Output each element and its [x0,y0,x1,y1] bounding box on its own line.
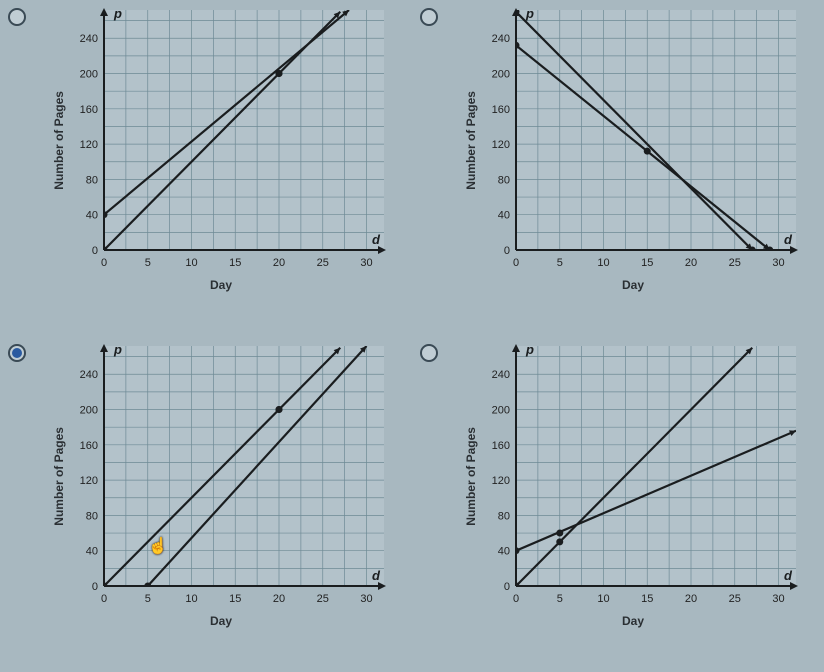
svg-text:10: 10 [185,257,197,269]
svg-text:30: 30 [772,593,784,605]
svg-text:30: 30 [772,257,784,269]
svg-text:30: 30 [360,257,372,269]
chart-wrap-A: Number of Pages p d 0 5 10 15 20 25 30 0 40 80 120 160… [34,4,408,292]
svg-text:160: 160 [80,440,98,452]
x-axis-label: Day [622,614,644,628]
svg-text:25: 25 [729,257,741,269]
chart-A: p d 0 5 10 15 20 25 30 0 40 80 120 160 200 240 [70,4,390,276]
svg-text:200: 200 [492,69,510,81]
svg-text:d: d [784,232,793,247]
svg-text:15: 15 [641,593,653,605]
svg-text:40: 40 [498,546,510,558]
svg-text:p: p [525,6,534,21]
svg-text:120: 120 [80,475,98,487]
radio-B[interactable] [420,8,438,26]
svg-text:p: p [525,342,534,357]
svg-text:240: 240 [80,33,98,45]
svg-text:25: 25 [729,593,741,605]
svg-text:0: 0 [101,593,107,605]
svg-text:120: 120 [492,139,510,151]
chart-C: p d 0 5 10 15 20 25 30 0 40 80 120 160 200 240 [70,340,390,612]
svg-text:20: 20 [685,593,697,605]
svg-text:5: 5 [557,257,563,269]
radio-A[interactable] [8,8,26,26]
y-axis-label: Number of Pages [464,91,478,190]
svg-text:5: 5 [145,593,151,605]
svg-text:40: 40 [86,546,98,558]
x-axis-label: Day [210,278,232,292]
svg-text:80: 80 [498,174,510,186]
y-axis-label: Number of Pages [464,427,478,526]
svg-text:160: 160 [80,104,98,116]
chart-D: p d 0 5 10 15 20 25 30 0 40 80 120 160 200 240 [482,340,802,612]
svg-text:30: 30 [360,593,372,605]
chart-wrap-B: Number of Pages p d 0 5 10 15 20 25 30 0 40 80 120 160… [446,4,820,292]
svg-text:120: 120 [492,475,510,487]
svg-text:20: 20 [685,257,697,269]
svg-text:160: 160 [492,104,510,116]
svg-text:80: 80 [86,174,98,186]
svg-text:0: 0 [101,257,107,269]
svg-text:p: p [113,6,122,21]
svg-text:p: p [113,342,122,357]
option-C[interactable]: Number of Pages p d 0 5 10 15 20 25 30 0 40 80 120 160… [0,336,412,672]
svg-text:15: 15 [229,593,241,605]
svg-text:25: 25 [317,257,329,269]
chart-wrap-D: Number of Pages p d 0 5 10 15 20 25 30 0 40 80 120 160… [446,340,820,628]
svg-text:0: 0 [92,581,98,593]
svg-text:240: 240 [492,369,510,381]
svg-text:120: 120 [80,139,98,151]
svg-text:20: 20 [273,593,285,605]
svg-text:10: 10 [597,257,609,269]
chart-B: p d 0 5 10 15 20 25 30 0 40 80 120 160 200 240 [482,4,802,276]
svg-text:5: 5 [145,257,151,269]
radio-C[interactable] [8,344,26,362]
svg-text:10: 10 [185,593,197,605]
svg-text:20: 20 [273,257,285,269]
option-D[interactable]: Number of Pages p d 0 5 10 15 20 25 30 0 40 80 120 160… [412,336,824,672]
option-B[interactable]: Number of Pages p d 0 5 10 15 20 25 30 0 40 80 120 160… [412,0,824,336]
svg-text:0: 0 [513,257,519,269]
svg-text:0: 0 [92,245,98,257]
x-axis-label: Day [622,278,644,292]
svg-text:200: 200 [80,405,98,417]
svg-text:200: 200 [492,405,510,417]
svg-text:240: 240 [492,33,510,45]
chart-wrap-C: Number of Pages p d 0 5 10 15 20 25 30 0 40 80 120 160… [34,340,408,628]
svg-text:240: 240 [80,369,98,381]
svg-text:d: d [372,568,381,583]
svg-text:80: 80 [86,510,98,522]
svg-text:5: 5 [557,593,563,605]
svg-text:200: 200 [80,69,98,81]
y-axis-label: Number of Pages [52,427,66,526]
option-A[interactable]: Number of Pages p d 0 5 10 15 20 25 30 0 40 80 120 160… [0,0,412,336]
svg-text:40: 40 [498,210,510,222]
svg-text:d: d [784,568,793,583]
svg-text:15: 15 [229,257,241,269]
radio-D[interactable] [420,344,438,362]
svg-text:40: 40 [86,210,98,222]
svg-text:0: 0 [513,593,519,605]
svg-text:160: 160 [492,440,510,452]
y-axis-label: Number of Pages [52,91,66,190]
svg-text:15: 15 [641,257,653,269]
x-axis-label: Day [210,614,232,628]
svg-text:80: 80 [498,510,510,522]
svg-text:25: 25 [317,593,329,605]
svg-text:0: 0 [504,245,510,257]
svg-text:d: d [372,232,381,247]
svg-text:0: 0 [504,581,510,593]
svg-text:10: 10 [597,593,609,605]
